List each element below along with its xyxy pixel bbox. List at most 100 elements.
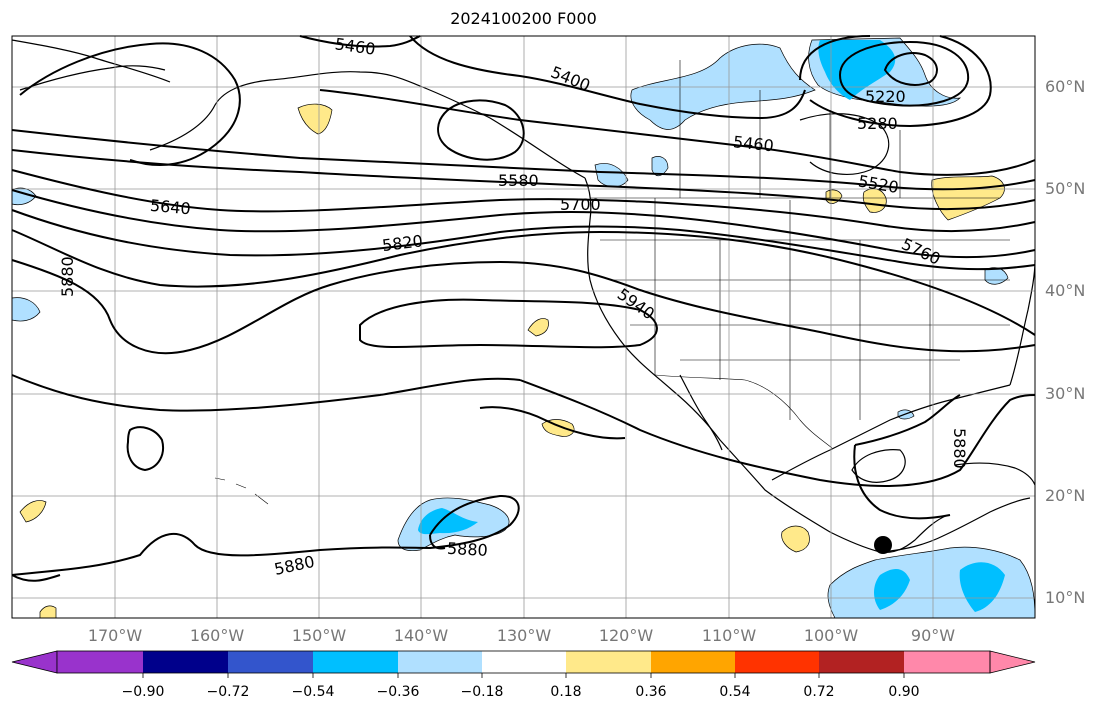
contour-5520 xyxy=(11,129,1036,191)
shaded-anomaly-areas xyxy=(11,37,1036,619)
colorbar-tick-label: −0.90 xyxy=(121,684,165,700)
contour-label: 5700 xyxy=(560,195,601,214)
hudson-bay xyxy=(799,113,890,175)
contour-label: 5880 xyxy=(58,256,77,297)
contour-5760 xyxy=(11,209,1036,271)
alaska-coast xyxy=(149,71,586,179)
colorbar-bin xyxy=(651,651,735,673)
gridlines xyxy=(12,36,1035,618)
contour-5280 xyxy=(799,35,992,128)
contour-5460 xyxy=(319,89,1036,176)
shade-negative-hawaii-core xyxy=(418,508,478,535)
colorbar-tick-label: −0.72 xyxy=(206,684,250,700)
political-borders xyxy=(214,60,1010,505)
shade-positive-pacific-3 xyxy=(19,500,47,523)
colorbar-bin xyxy=(482,651,566,673)
height-contours xyxy=(11,35,1036,582)
contour-label: 5880 xyxy=(950,428,969,469)
shade-negative-bc xyxy=(594,163,629,188)
contour-5640 xyxy=(11,169,1036,233)
contour-5460-top xyxy=(299,35,421,48)
colorbar-tick-label: −0.54 xyxy=(291,684,335,700)
contour-5880-isolated xyxy=(126,426,164,472)
shade-negative-hudson-core xyxy=(818,40,896,100)
contour-5820 xyxy=(11,229,1036,336)
colorbar-bin xyxy=(143,651,228,673)
colorbar xyxy=(11,650,1036,678)
contour-5880-north xyxy=(11,259,1036,355)
contour-bering-low xyxy=(19,42,241,166)
lat-label: 10°N xyxy=(1045,588,1086,607)
lon-label: 170°W xyxy=(87,626,143,645)
colorbar-bin xyxy=(398,651,482,673)
contour-label: 5580 xyxy=(498,171,539,190)
lat-label: 30°N xyxy=(1045,384,1086,403)
caribbean xyxy=(954,462,1036,486)
lon-label: 130°W xyxy=(496,626,552,645)
contour-5940 xyxy=(359,298,658,349)
contour-label: 5640 xyxy=(149,196,191,218)
shade-positive-pacific-4 xyxy=(39,605,57,619)
colorbar-tick-label: 0.90 xyxy=(888,684,920,700)
colorbar-bin xyxy=(57,651,143,673)
colorbar-ticks xyxy=(142,673,905,678)
colorbar-tick-label: −0.36 xyxy=(376,684,420,700)
shade-negative-greatlakes xyxy=(984,267,1009,285)
contour-label: 5820 xyxy=(381,231,424,255)
map-frame xyxy=(11,35,1036,619)
florida-atlantic xyxy=(1009,259,1036,386)
contour-hudson-low-5220 xyxy=(838,40,970,107)
us-mexico-border xyxy=(654,374,833,449)
contour-5880-hawaii xyxy=(11,494,520,576)
shade-negative-central-america-core xyxy=(874,562,1005,612)
contour-5700 xyxy=(11,189,1036,259)
aleutians xyxy=(19,65,166,91)
yucatan xyxy=(851,449,906,483)
shade-negative-central-america xyxy=(827,546,1036,619)
gulf-coast xyxy=(771,384,1011,481)
contour-5880-south xyxy=(11,374,1036,487)
colorbar-tick-label: 0.18 xyxy=(550,684,582,700)
lon-label: 150°W xyxy=(291,626,347,645)
contour-label: 5460 xyxy=(732,132,774,155)
colorbar-extend-low xyxy=(11,650,58,674)
lon-label: 100°W xyxy=(803,626,859,645)
us-state-grid xyxy=(600,198,1010,420)
colorbar-bin xyxy=(904,651,990,673)
colorbar-bin xyxy=(566,651,651,673)
contour-5400 xyxy=(409,35,806,120)
colorbar-tick-label: 0.54 xyxy=(719,684,751,700)
lat-label: 20°N xyxy=(1045,486,1086,505)
contour-label: 5220 xyxy=(865,87,906,106)
lat-label: 50°N xyxy=(1045,179,1086,198)
contour-hudson-low-inner xyxy=(883,52,938,86)
map-title: 2024100200 F000 xyxy=(450,9,597,28)
contour-labels: 5460 5400 5220 5280 5460 5520 5580 5640 … xyxy=(58,34,969,579)
contour-5880-east xyxy=(853,394,961,520)
shade-positive-pacific-2 xyxy=(541,419,575,437)
contour-label: 5880 xyxy=(447,539,489,560)
shade-positive-pacific-1 xyxy=(527,318,549,337)
shade-positive-bering xyxy=(297,103,333,135)
kamchatka xyxy=(11,39,171,83)
colorbar-bin xyxy=(228,651,313,673)
lon-label: 90°W xyxy=(910,626,956,645)
lon-label: 110°W xyxy=(701,626,757,645)
colorbar-tick-label: 0.72 xyxy=(803,684,835,700)
colorbar-bin xyxy=(313,651,398,673)
canada-provinces xyxy=(679,60,901,198)
colorbar-outline xyxy=(56,650,991,674)
lon-label: 140°W xyxy=(393,626,449,645)
colorbar-extend-high xyxy=(989,650,1036,674)
shade-positive-mexico xyxy=(781,525,810,553)
contour-5880-equatorial xyxy=(11,406,626,582)
lon-label: 120°W xyxy=(598,626,654,645)
contour-label: 5880 xyxy=(273,552,317,579)
colorbar-tick-label: 0.36 xyxy=(635,684,667,700)
central-america xyxy=(879,497,1031,553)
lat-label: 40°N xyxy=(1045,281,1086,300)
contour-5580 xyxy=(11,149,1036,211)
shade-negative-west-pacific-2 xyxy=(11,297,41,322)
colorbar-tick-label: −0.18 xyxy=(460,684,504,700)
